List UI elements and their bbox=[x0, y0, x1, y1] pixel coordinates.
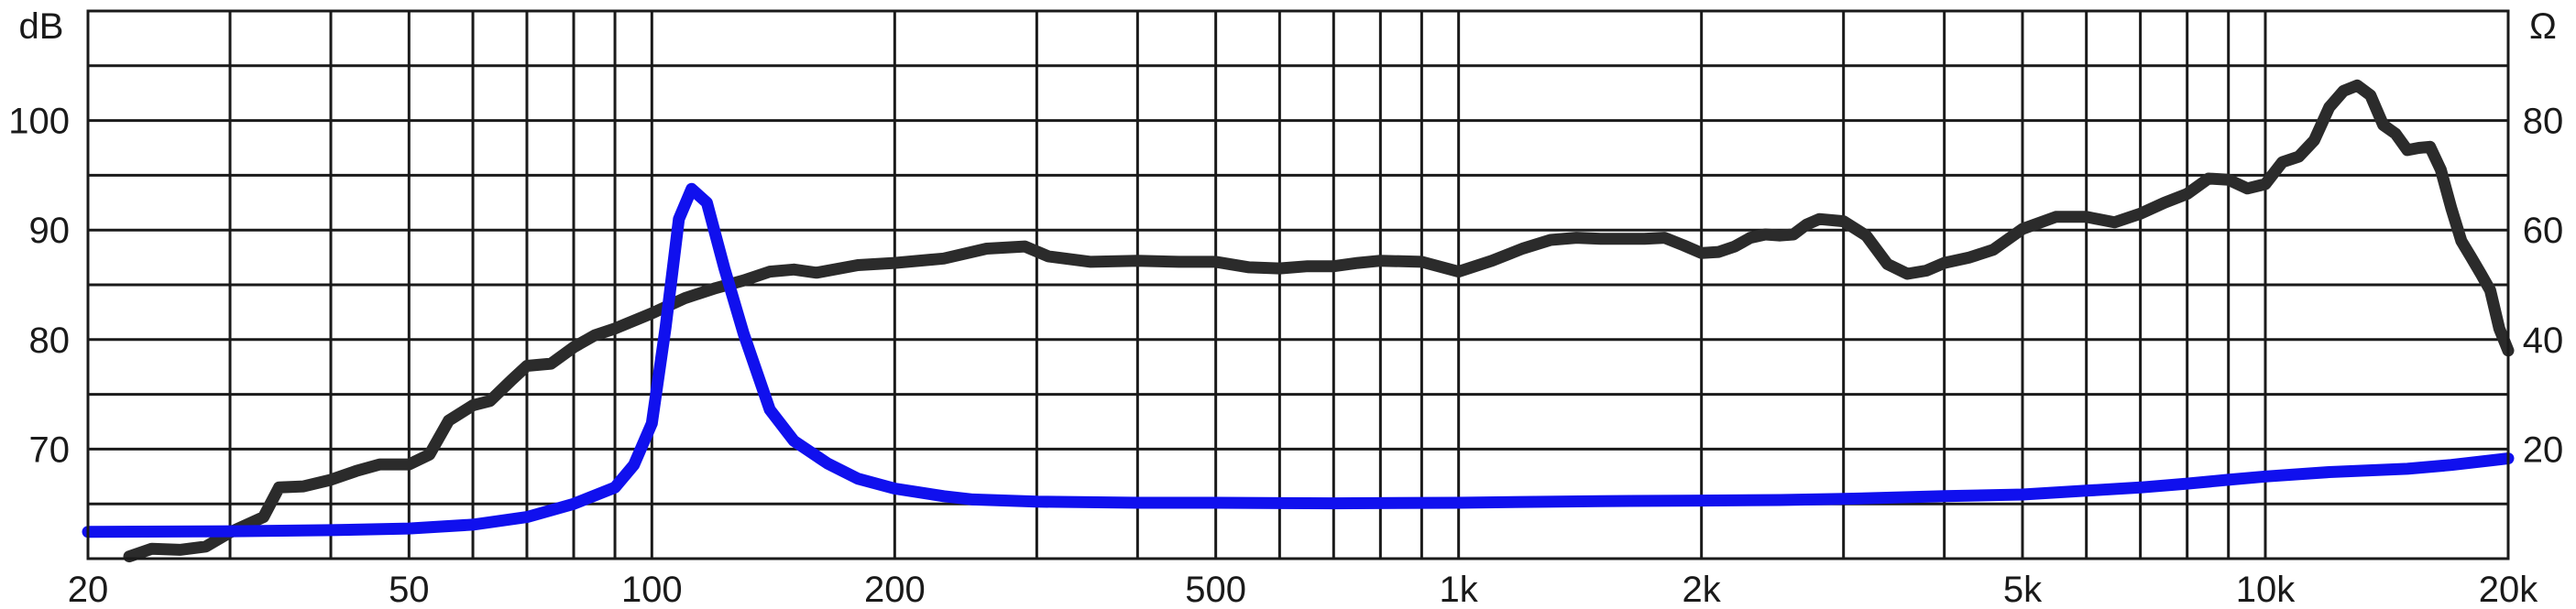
x-tick-label: 20 bbox=[68, 570, 109, 609]
y-left-tick-label: 90 bbox=[29, 211, 71, 251]
x-tick-label: 200 bbox=[864, 570, 926, 609]
plot-frame bbox=[86, 9, 2510, 560]
y-right-tick-label: 20 bbox=[2523, 430, 2564, 470]
x-tick-label: 2k bbox=[1683, 570, 1722, 609]
spl-curve bbox=[123, 79, 2515, 563]
y-right-tick-label: 60 bbox=[2523, 211, 2564, 251]
x-tick-label: 100 bbox=[621, 570, 683, 609]
impedance-curve bbox=[82, 182, 2515, 538]
y-right-tick-label: 80 bbox=[2523, 102, 2564, 142]
axis-labels: 20 50 100 200 500 1k 2k 5k 10k 20k 70 80 90 100 20 40 60… bbox=[8, 6, 2563, 609]
curves bbox=[82, 79, 2515, 563]
x-tick-label: 10k bbox=[2236, 570, 2296, 609]
x-tick-label: 5k bbox=[2003, 570, 2043, 609]
y-right-unit-label: Ω bbox=[2529, 6, 2557, 47]
y-left-tick-label: 100 bbox=[8, 102, 70, 142]
x-tick-label: 1k bbox=[1440, 570, 1479, 609]
y-left-unit-label: dB bbox=[19, 6, 64, 47]
y-left-tick-label: 80 bbox=[29, 321, 71, 361]
x-tick-label: 20k bbox=[2479, 570, 2538, 609]
y-right-tick-label: 40 bbox=[2523, 321, 2564, 361]
y-left-tick-label: 70 bbox=[29, 430, 71, 470]
grid bbox=[86, 9, 2510, 560]
x-tick-label: 500 bbox=[1185, 570, 1246, 609]
x-tick-label: 50 bbox=[389, 570, 430, 609]
